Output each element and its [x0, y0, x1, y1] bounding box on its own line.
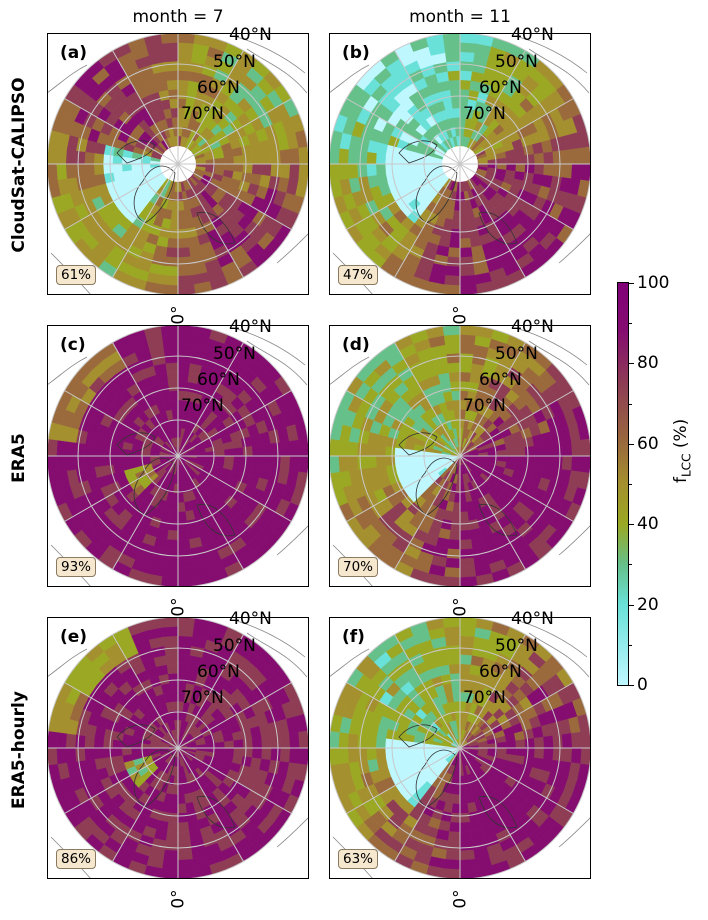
colorbar-tick [628, 644, 632, 646]
meridian-line [112, 634, 244, 862]
map-panel-c: (c) 93% 40°N 50°N 60°N 70°N 0° [47, 317, 309, 617]
panel-percentage-badge: 70% [338, 557, 379, 577]
polar-map [47, 33, 309, 295]
map-panel-f: (f) 63% 40°N 50°N 60°N 70°N 0° [329, 609, 591, 909]
map-panel-b: (b) 47% 40°N 50°N 60°N 70°N 0° [329, 25, 591, 325]
longitude-label: 0° [450, 597, 471, 617]
polar-map [329, 617, 591, 879]
latitude-label: 50°N [495, 344, 538, 364]
column-title-month-7: month = 7 [132, 7, 224, 27]
latitude-label: 60°N [197, 78, 240, 98]
latitude-label: 60°N [197, 370, 240, 390]
panel-label: (c) [60, 335, 86, 355]
colorbar-tick [628, 604, 634, 606]
latitude-label: 50°N [213, 52, 256, 72]
panel-label: (b) [342, 43, 370, 63]
colorbar-tick [628, 685, 634, 686]
latitude-label: 40°N [511, 317, 554, 337]
latitude-label: 70°N [463, 396, 506, 416]
colorbar-tick [628, 524, 634, 526]
panel-percentage-badge: 47% [338, 265, 379, 285]
polar-map [47, 325, 309, 587]
panel-percentage-badge: 86% [56, 849, 97, 869]
latitude-label: 40°N [229, 317, 272, 337]
colorbar-tick [628, 363, 634, 365]
map-panel-e: (e) 86% 40°N 50°N 60°N 70°N 0° [47, 609, 309, 909]
polar-map [329, 325, 591, 587]
column-title-month-11: month = 11 [409, 7, 511, 27]
latitude-label: 70°N [463, 104, 506, 124]
longitude-label: 0° [450, 305, 471, 325]
latitude-label: 70°N [181, 688, 224, 708]
coastline [116, 724, 236, 829]
coastline [398, 432, 518, 537]
colorbar-tick-label: 100 [637, 273, 670, 293]
panel-label: (a) [60, 43, 88, 63]
meridian-line [112, 50, 244, 278]
colorbar-tick-label: 60 [637, 433, 659, 454]
latitude-label: 50°N [495, 636, 538, 656]
latitude-label: 70°N [463, 688, 506, 708]
meridian-line [394, 342, 526, 570]
panel-label: (f) [342, 627, 365, 647]
longitude-label: 0° [450, 889, 471, 909]
panel-label: (e) [60, 627, 88, 647]
lcc-field [47, 325, 309, 587]
row-title-cloudsat: CloudSat-CALIPSO [9, 77, 29, 253]
colorbar-tick [628, 403, 632, 405]
polar-map [47, 617, 309, 879]
meridian-line [394, 634, 526, 862]
latitude-label: 60°N [479, 370, 522, 390]
colorbar-tick-label: 20 [637, 594, 659, 615]
colorbar-tick-label: 0 [637, 675, 648, 695]
longitude-label: 0° [168, 889, 189, 909]
colorbar-tick [628, 443, 634, 445]
latitude-label: 40°N [229, 609, 272, 629]
map-panel-a: (a) 61% 40°N 50°N 60°N 70°N 0° [47, 25, 309, 325]
coastline [398, 724, 518, 829]
latitude-label: 60°N [197, 662, 240, 682]
latitude-label: 70°N [181, 104, 224, 124]
colorbar-tick [628, 323, 632, 325]
row-title-era5: ERA5 [9, 433, 29, 483]
map-panel-d: (d) 70% 40°N 50°N 60°N 70°N 0° [329, 317, 591, 617]
latitude-label: 40°N [229, 25, 272, 45]
colorbar-title: fLCC (%) [671, 418, 694, 483]
meridian-line [394, 50, 526, 278]
latitude-label: 70°N [181, 396, 224, 416]
panel-percentage-badge: 63% [338, 849, 379, 869]
longitude-label: 0° [168, 597, 189, 617]
colorbar-tick [628, 564, 632, 566]
coastline [398, 140, 518, 245]
row-title-era5-hourly: ERA5-hourly [9, 691, 29, 809]
polar-map [329, 33, 591, 295]
latitude-label: 60°N [479, 662, 522, 682]
panel-label: (d) [342, 335, 370, 355]
meridian-line [112, 342, 244, 570]
latitude-label: 60°N [479, 78, 522, 98]
coastline [116, 140, 236, 245]
lcc-field [329, 33, 591, 295]
latitude-label: 50°N [495, 52, 538, 72]
colorbar-tick [628, 484, 632, 485]
latitude-label: 40°N [511, 25, 554, 45]
coastline [116, 432, 236, 537]
colorbar-tick [628, 283, 634, 284]
panel-percentage-badge: 93% [56, 557, 97, 577]
colorbar-tick-label: 40 [637, 514, 659, 535]
panel-percentage-badge: 61% [56, 265, 97, 285]
latitude-label: 50°N [213, 636, 256, 656]
longitude-label: 0° [168, 305, 189, 325]
latitude-label: 40°N [511, 609, 554, 629]
colorbar-tick-label: 80 [637, 353, 659, 374]
latitude-label: 50°N [213, 344, 256, 364]
